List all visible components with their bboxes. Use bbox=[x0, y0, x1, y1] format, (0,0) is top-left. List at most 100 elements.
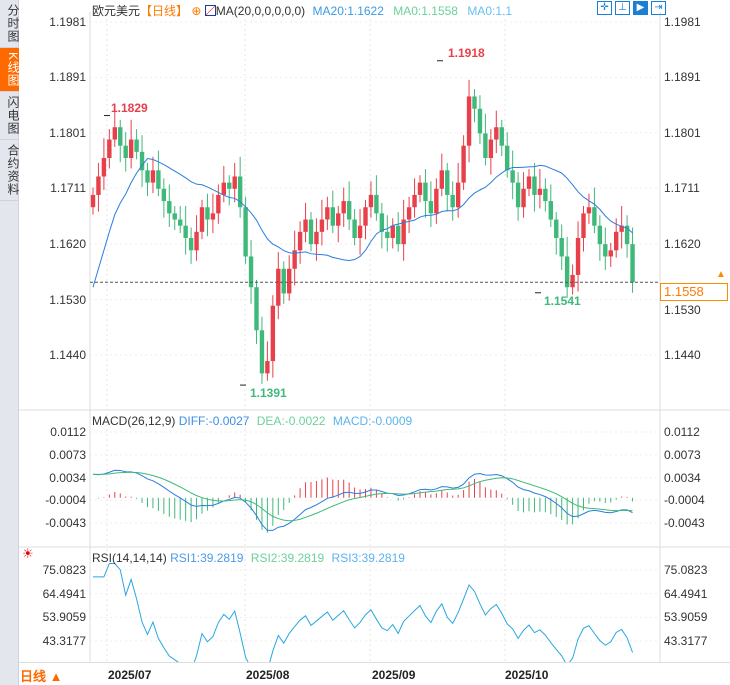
candle-body bbox=[265, 361, 270, 374]
axis-tick-label: 1.1801 bbox=[49, 125, 86, 140]
candle-body bbox=[139, 151, 145, 171]
candle-body bbox=[510, 170, 515, 183]
candle-body bbox=[614, 231, 619, 251]
candle-body bbox=[172, 213, 177, 220]
axis-tick-label: 1.1620 bbox=[664, 237, 701, 252]
candle-body bbox=[581, 213, 586, 238]
indicator-chart-icon[interactable] bbox=[204, 5, 216, 16]
axis-tick-label: 64.4941 bbox=[42, 586, 86, 601]
candle-body bbox=[554, 219, 559, 238]
candle-body bbox=[90, 194, 96, 208]
candle-body bbox=[537, 188, 543, 195]
candle-body bbox=[505, 145, 510, 171]
month-label: 2025/10 bbox=[505, 668, 549, 682]
candle-body bbox=[417, 182, 423, 195]
target-icon[interactable]: ⊕ bbox=[191, 4, 202, 18]
candle-body bbox=[325, 207, 330, 220]
period-button[interactable]: 日线 ▲ bbox=[20, 669, 63, 684]
month-label: 2025/08 bbox=[246, 668, 290, 682]
candle-body bbox=[194, 231, 199, 251]
ma-label[interactable]: MA(20,0,0,0,0,0) bbox=[215, 4, 306, 18]
sidebar: 分时图 K线图 闪电图 合约资料 bbox=[0, 0, 20, 685]
candle-body bbox=[319, 219, 325, 232]
indicator-settings-icon[interactable]: ☀ bbox=[22, 546, 34, 561]
ma20-value: MA20:1.1622 bbox=[312, 4, 384, 18]
current-price-label: 1.1558 bbox=[660, 283, 728, 301]
diff-line bbox=[92, 469, 633, 531]
candle-body bbox=[515, 182, 521, 208]
month-label: 2025/09 bbox=[372, 668, 416, 682]
candle-body bbox=[575, 238, 581, 275]
candle-body bbox=[96, 176, 101, 195]
candle-body bbox=[570, 274, 575, 288]
crosshair-icon[interactable]: ✛ bbox=[597, 1, 612, 15]
candle-body bbox=[390, 225, 395, 238]
candle-body bbox=[434, 188, 439, 214]
sidebar-tab[interactable]: 分时图 bbox=[0, 0, 20, 48]
sidebar-tab[interactable]: K线图 bbox=[0, 48, 20, 93]
axis-tick-label: -0.0004 bbox=[664, 493, 705, 508]
candle-body bbox=[210, 213, 216, 220]
axis-tick-label: 53.9059 bbox=[42, 610, 86, 625]
axis-tick-label: 1.1530 bbox=[664, 303, 701, 317]
axis-tick-label: 0.0034 bbox=[664, 470, 701, 485]
rsi-header: RSI(14,14,14) RSI1:39.2819 RSI2:39.2819 … bbox=[92, 551, 405, 565]
candle-body bbox=[483, 133, 488, 158]
candle-body bbox=[178, 219, 183, 226]
annotation-low: 1.1391 bbox=[250, 386, 287, 400]
play-icon[interactable]: ▶ bbox=[633, 1, 648, 15]
candle-body bbox=[543, 188, 548, 202]
candle-body bbox=[205, 207, 210, 220]
candle-body bbox=[401, 219, 406, 245]
candle-body bbox=[619, 225, 624, 232]
candle-body bbox=[287, 268, 292, 294]
sidebar-tab[interactable]: 闪电图 bbox=[0, 92, 20, 141]
macd-diff: DIFF:-0.0027 bbox=[178, 414, 250, 428]
axis-tick-label: 0.0034 bbox=[49, 470, 86, 485]
axis-tick-label: 53.9059 bbox=[664, 610, 708, 625]
axis-tick-label: 43.3177 bbox=[42, 634, 86, 648]
axis-tick-label: 1.1981 bbox=[664, 15, 701, 29]
candle-body bbox=[439, 170, 444, 189]
goto-end-icon[interactable]: ⇥ bbox=[651, 1, 666, 15]
candle-body bbox=[254, 287, 259, 331]
candle-body bbox=[150, 170, 156, 183]
candle-body bbox=[597, 225, 603, 245]
rsi-label: RSI(14,14,14) bbox=[92, 551, 167, 565]
candle-body bbox=[237, 176, 243, 208]
candle-body bbox=[118, 127, 123, 146]
axis-tick-label: 0.0073 bbox=[664, 447, 701, 462]
candle-body bbox=[363, 207, 368, 226]
axis-tick-label: 75.0823 bbox=[664, 563, 708, 577]
candle-body bbox=[297, 231, 303, 251]
candle-body bbox=[396, 225, 401, 245]
ma20-line bbox=[92, 158, 633, 288]
candle-body bbox=[586, 207, 592, 214]
candle-body bbox=[346, 201, 352, 220]
candle-body bbox=[548, 201, 553, 220]
candle-body bbox=[532, 176, 537, 195]
macd-label: MACD(26,12,9) bbox=[92, 414, 176, 428]
month-label: 2025/07 bbox=[108, 668, 152, 682]
candle-body bbox=[292, 250, 297, 269]
axis-tick-label: 0.0073 bbox=[49, 447, 86, 462]
candle-body bbox=[248, 256, 254, 288]
candle-body bbox=[188, 238, 194, 251]
candle-body bbox=[276, 268, 281, 306]
sidebar-tab[interactable]: 合约资料 bbox=[0, 140, 20, 202]
axis-tick-label: 1.1891 bbox=[49, 70, 86, 85]
axis-tick-label: 1.1981 bbox=[49, 15, 86, 29]
candle-body bbox=[357, 225, 363, 238]
candle-body bbox=[379, 213, 385, 232]
annotation-peak: 1.1918 bbox=[448, 46, 485, 60]
candle-body bbox=[330, 207, 335, 226]
candle-body bbox=[494, 127, 499, 140]
axis-tick-label: -0.0043 bbox=[45, 516, 86, 530]
candle-body bbox=[374, 194, 379, 214]
candle-body bbox=[428, 201, 434, 214]
candle-body bbox=[308, 219, 314, 245]
candle-body bbox=[303, 219, 308, 232]
candle-body bbox=[412, 194, 417, 208]
fit-range-icon[interactable]: ⊥ bbox=[615, 1, 630, 15]
